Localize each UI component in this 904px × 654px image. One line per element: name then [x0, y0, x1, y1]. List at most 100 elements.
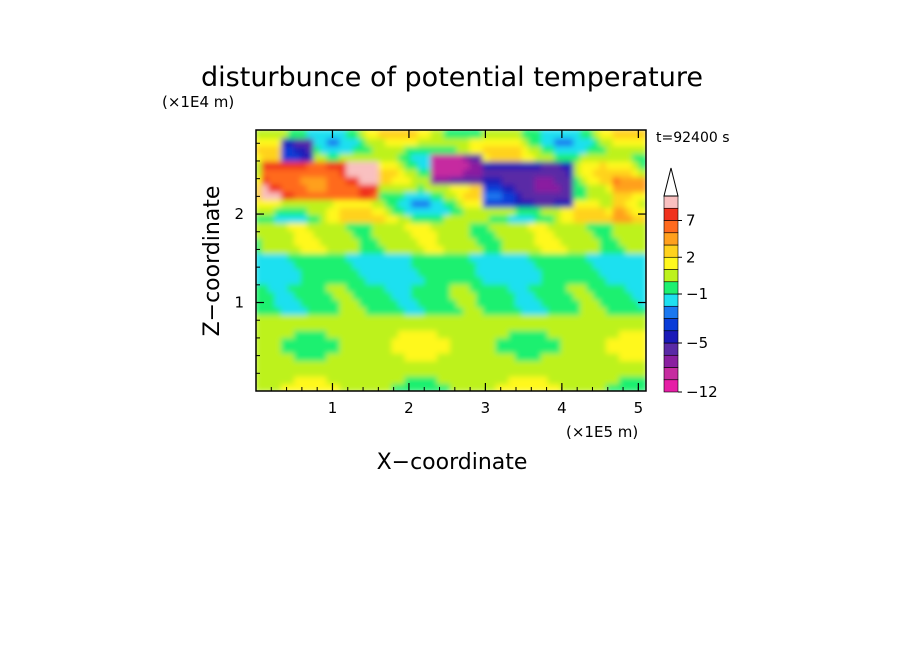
contour-cell	[359, 259, 368, 270]
contour-cell	[437, 167, 446, 178]
contour-cell	[378, 251, 387, 262]
contour-cell	[359, 205, 368, 216]
contour-cell	[638, 328, 646, 339]
contour-cell	[313, 213, 322, 224]
contour-cell	[281, 297, 290, 308]
contour-cell	[320, 267, 329, 277]
contour-cell	[567, 244, 576, 254]
contour-cell	[281, 213, 290, 224]
contour-cell	[508, 167, 517, 178]
contour-cell	[612, 297, 621, 308]
contour-cell	[300, 182, 309, 193]
contour-cell	[424, 228, 433, 239]
contour-cell	[417, 366, 426, 377]
contour-cell	[339, 382, 348, 391]
contour-cell	[469, 205, 478, 216]
contour-cell	[391, 382, 400, 391]
contour-cell	[463, 382, 472, 391]
contour-cell	[256, 236, 264, 247]
contour-cell	[365, 313, 374, 323]
contour-cell	[261, 130, 270, 139]
contour-cell	[450, 198, 459, 208]
contour-cell	[281, 274, 290, 285]
contour-cell	[625, 351, 634, 362]
contour-cell	[352, 282, 361, 293]
contour-cell	[612, 175, 621, 185]
contour-cell	[541, 236, 550, 247]
contour-cell	[586, 130, 595, 139]
contour-cell	[502, 343, 511, 354]
contour-cell	[300, 366, 309, 377]
contour-cell	[437, 182, 446, 193]
contour-cell	[352, 159, 361, 170]
contour-cell	[586, 144, 595, 155]
contour-cell	[294, 221, 303, 231]
contour-cell	[632, 305, 641, 316]
contour-cell	[469, 190, 478, 201]
contour-cell	[554, 228, 563, 239]
contour-cell	[365, 382, 374, 391]
contour-cell	[573, 336, 582, 346]
contour-cell	[268, 366, 277, 377]
contour-cell	[398, 282, 407, 293]
contour-cell	[456, 198, 465, 208]
contour-cell	[300, 228, 309, 239]
contour-cell	[256, 198, 264, 208]
contour-cell	[567, 136, 576, 147]
contour-cell	[606, 228, 615, 239]
contour-cell	[573, 182, 582, 193]
contour-cell	[294, 228, 303, 239]
contour-cell	[619, 175, 628, 185]
contour-cell	[378, 136, 387, 147]
contour-cell	[430, 328, 439, 339]
contour-cell	[612, 282, 621, 293]
contour-cell	[599, 136, 608, 147]
contour-cell	[515, 136, 524, 147]
contour-cell	[352, 190, 361, 201]
contour-cell	[261, 359, 270, 369]
contour-cell	[268, 213, 277, 224]
contour-cell	[586, 313, 595, 323]
contour-cell	[476, 228, 485, 239]
contour-cell	[586, 159, 595, 170]
contour-cell	[586, 167, 595, 178]
contour-cell	[547, 205, 556, 216]
contour-cell	[476, 343, 485, 354]
contour-cell	[333, 343, 342, 354]
contour-cell	[274, 228, 283, 239]
contour-cell	[502, 136, 511, 147]
contour-cell	[508, 313, 517, 323]
contour-cell	[476, 152, 485, 162]
contour-cell	[261, 259, 270, 270]
contour-cell	[456, 313, 465, 323]
contour-cell	[385, 213, 394, 224]
contour-cell	[281, 159, 290, 170]
contour-cell	[476, 130, 485, 139]
contour-cell	[261, 190, 270, 201]
contour-cell	[508, 274, 517, 285]
contour-cell	[476, 359, 485, 369]
contour-cell	[294, 198, 303, 208]
contour-cell	[489, 328, 498, 339]
contour-cell	[391, 167, 400, 178]
contour-cell	[424, 259, 433, 270]
contour-cell	[469, 144, 478, 155]
contour-cell	[450, 320, 459, 331]
contour-cell	[320, 205, 329, 216]
contour-cell	[476, 313, 485, 323]
contour-cell	[385, 274, 394, 285]
contour-cell	[638, 182, 646, 193]
contour-cell	[469, 290, 478, 300]
contour-cell	[274, 290, 283, 300]
contour-cell	[281, 136, 290, 147]
contour-cell	[469, 152, 478, 162]
contour-cell	[281, 221, 290, 231]
contour-cell	[515, 359, 524, 369]
contour-cell	[528, 205, 537, 216]
contour-cell	[385, 297, 394, 308]
contour-cell	[625, 305, 634, 316]
contour-cell	[638, 244, 646, 254]
contour-cell	[463, 213, 472, 224]
contour-cell	[619, 374, 628, 385]
contour-cell	[547, 213, 556, 224]
